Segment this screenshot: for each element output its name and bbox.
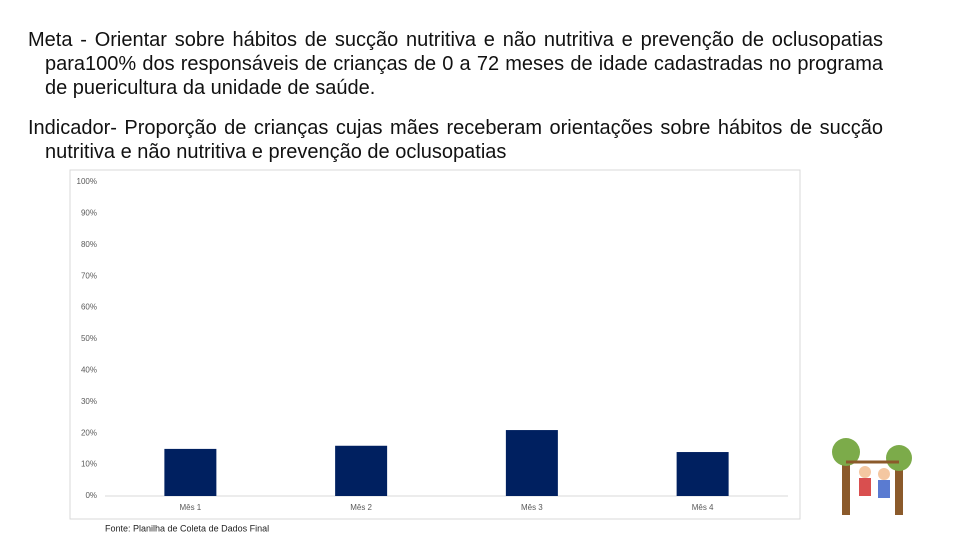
x-tick-label: Mês 1 xyxy=(179,503,201,512)
x-tick-label: Mês 4 xyxy=(692,503,714,512)
y-tick-label: 10% xyxy=(81,460,97,469)
indicator-text: Indicador- Proporção de crianças cujas m… xyxy=(28,117,883,163)
y-tick-label: 90% xyxy=(81,209,97,218)
source-note: Fonte: Planilha de Coleta de Dados Final xyxy=(105,523,269,533)
y-tick-label: 80% xyxy=(81,240,97,249)
bar xyxy=(505,430,558,496)
y-tick-label: 100% xyxy=(77,177,97,186)
x-tick-label: Mês 3 xyxy=(521,503,543,512)
bar xyxy=(164,448,217,496)
bar xyxy=(676,452,729,496)
y-tick-label: 30% xyxy=(81,397,97,406)
bar xyxy=(335,445,388,496)
y-tick-label: 40% xyxy=(81,366,97,375)
x-tick-label: Mês 2 xyxy=(350,503,372,512)
y-tick-label: 20% xyxy=(81,428,97,437)
y-tick-label: 0% xyxy=(85,491,97,500)
goal-text: Meta - Orientar sobre hábitos de sucção … xyxy=(28,29,883,99)
decorative-illustration xyxy=(832,438,912,515)
chart-frame xyxy=(69,169,801,520)
y-tick-label: 70% xyxy=(81,271,97,280)
y-tick-label: 60% xyxy=(81,303,97,312)
y-tick-label: 50% xyxy=(81,334,97,343)
